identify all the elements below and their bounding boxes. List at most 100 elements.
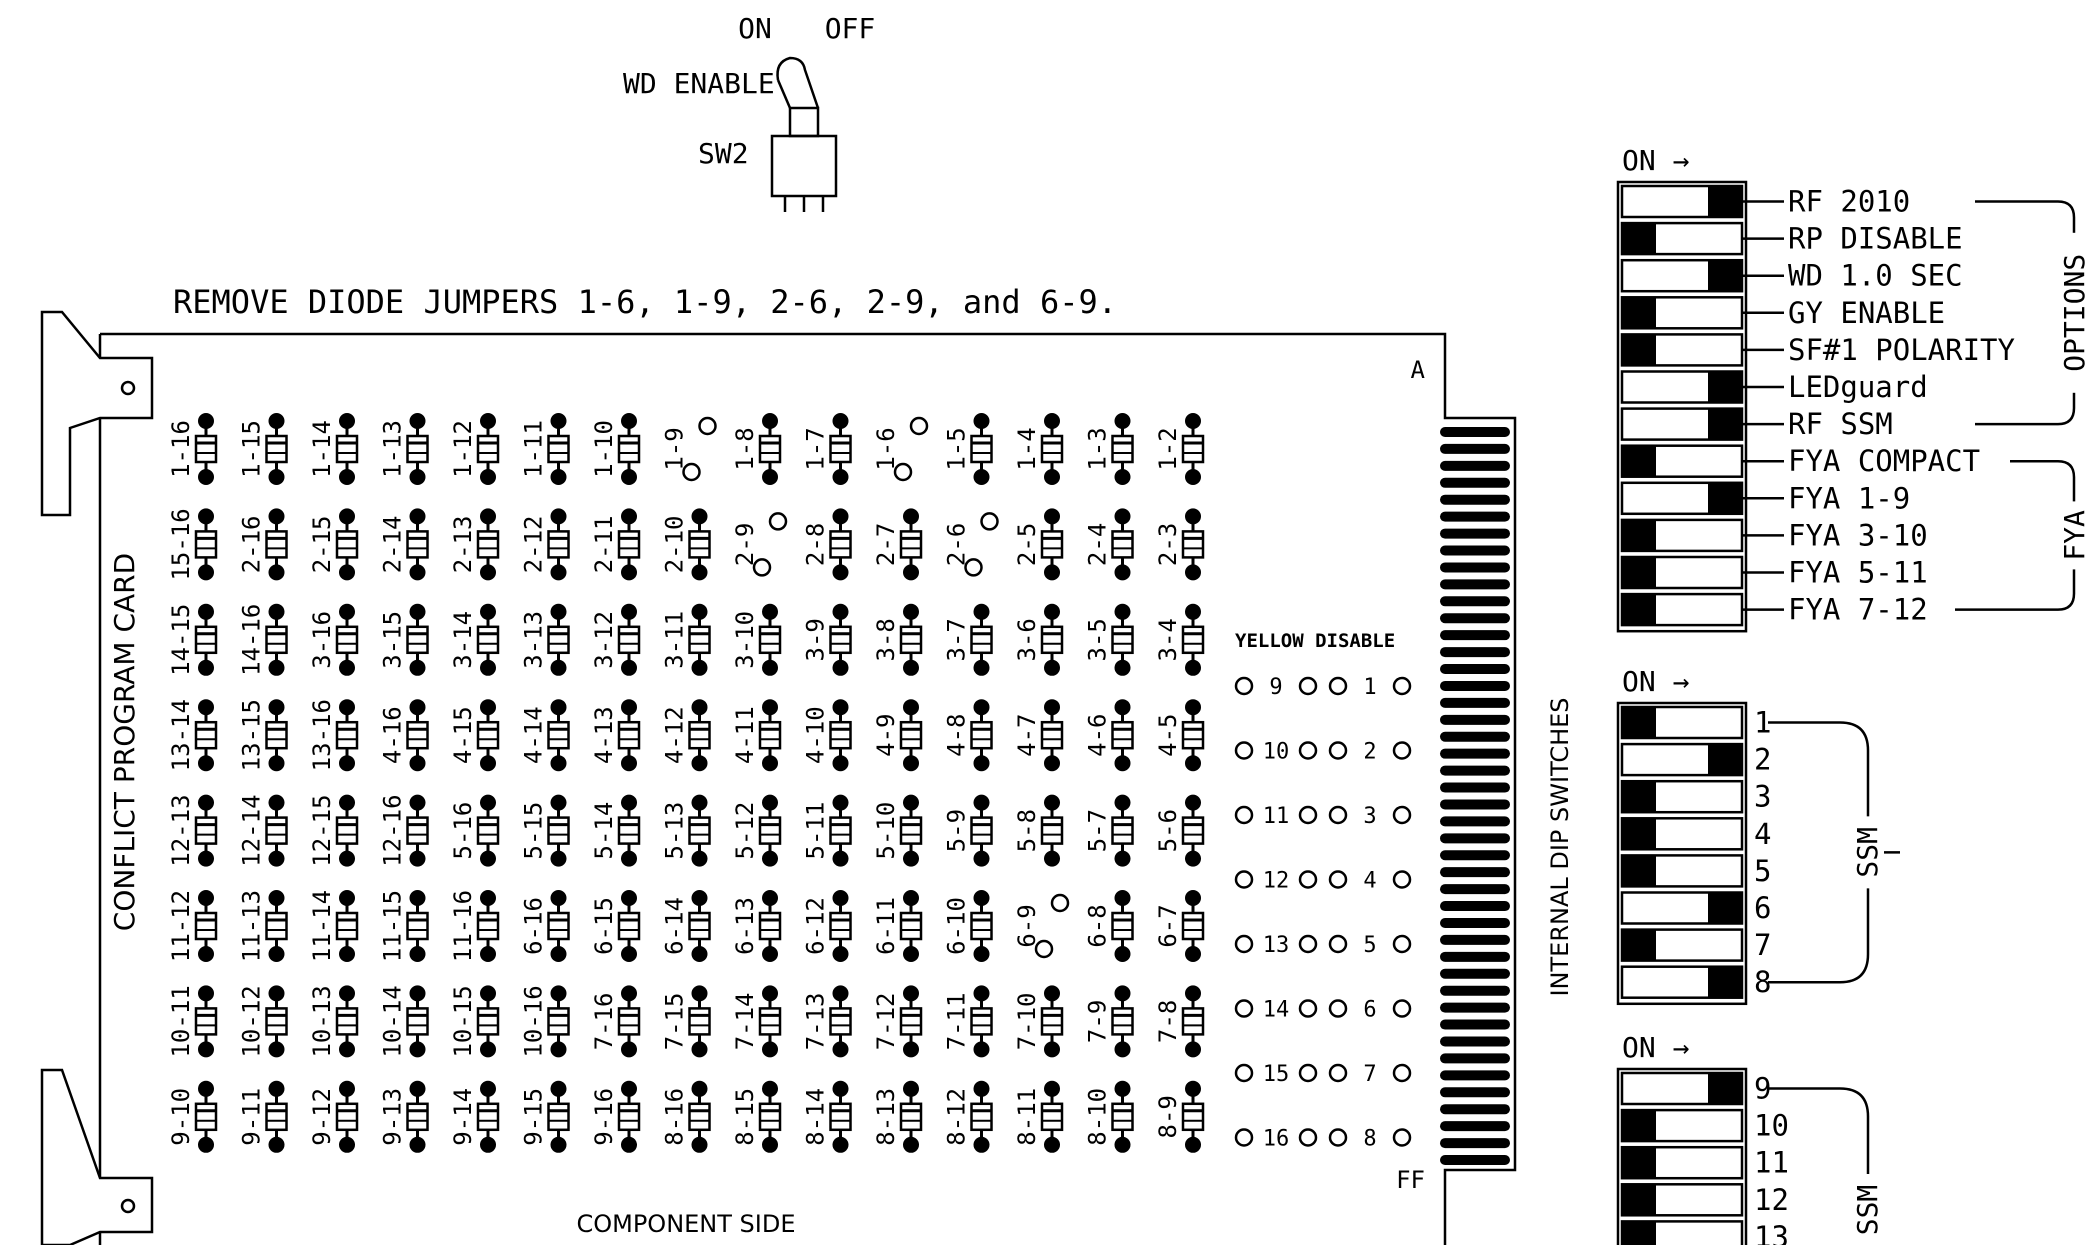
pad — [691, 946, 708, 962]
edge-finger — [1440, 985, 1510, 996]
diode-body — [1111, 816, 1134, 845]
jumper-label: 3-6 — [1013, 618, 1041, 661]
jumper-label: 4-15 — [449, 706, 477, 764]
pad — [621, 946, 637, 962]
jumper-label: 5-8 — [1013, 809, 1041, 852]
jumper-label: 2-13 — [449, 516, 477, 574]
dip-switch[interactable]: 4 — [1620, 817, 1771, 851]
diode-jumper: 5-9 — [943, 794, 993, 867]
pad — [1185, 508, 1201, 525]
yellow-pad — [1234, 999, 1254, 1018]
pad — [409, 946, 426, 962]
jumper-label: 8-9 — [1154, 1095, 1182, 1138]
jumper-label: 1-14 — [308, 420, 336, 478]
diode-jumper: 1-9 — [661, 416, 717, 482]
pad — [198, 564, 214, 581]
pad — [973, 1080, 990, 1097]
yellow-pad — [1298, 676, 1318, 696]
diode-jumper: 5-6 — [1154, 794, 1205, 867]
dip-switch[interactable]: 7 — [1620, 928, 1771, 962]
edge-finger — [1440, 680, 1510, 691]
diode-body — [970, 816, 993, 845]
dip-switch[interactable]: 12 — [1620, 1183, 1789, 1217]
diode-jumper: 2-5 — [1013, 508, 1064, 581]
pad — [268, 564, 285, 581]
dip-switch[interactable]: 3 — [1620, 780, 1771, 814]
dip-switch[interactable]: WD 1.0 SEC — [1620, 259, 1963, 293]
pad — [1044, 755, 1060, 772]
dip-switch-label: 5 — [1754, 854, 1771, 888]
dip-switch[interactable]: FYA 5-11 — [1620, 556, 1928, 590]
diode-body — [688, 530, 711, 559]
pad — [1114, 794, 1131, 811]
yellow-disable-row: 14 6 — [1234, 998, 1412, 1023]
jumper-label: 9-12 — [308, 1088, 336, 1146]
dip-switch[interactable]: 6 — [1620, 891, 1771, 925]
diode-jumper: 7-12 — [872, 985, 923, 1058]
dip-switch[interactable]: FYA 1-9 — [1620, 481, 1910, 515]
dip-switch[interactable]: RF SSM — [1620, 407, 1893, 441]
jumper-label: 13-15 — [238, 699, 266, 771]
yellow-phase-label: 16 — [1263, 1127, 1290, 1152]
yellow-pad — [1298, 934, 1318, 954]
pad — [762, 794, 778, 811]
dip-switch[interactable]: RF 2010 — [1620, 185, 1910, 219]
dip-switch[interactable]: 8 — [1620, 965, 1771, 999]
diode-jumper: 4-13 — [590, 699, 641, 772]
pad — [1185, 985, 1201, 1002]
diode-jumper: 6-9 — [1013, 893, 1070, 959]
pad — [903, 946, 919, 962]
dip-switch[interactable]: SF#1 POLARITY — [1620, 333, 2015, 367]
yellow-disable-row: 12 4 — [1234, 869, 1412, 894]
diode-body — [194, 1102, 218, 1132]
dip-switch[interactable]: 11 — [1620, 1146, 1789, 1180]
dip-switch[interactable]: FYA 3-10 — [1620, 518, 1928, 552]
diode-jumper: 7-14 — [731, 985, 782, 1058]
diode-jumper: 12-13 — [167, 794, 218, 867]
pad — [339, 564, 355, 581]
diode-jumper: 10-14 — [379, 985, 429, 1058]
dip-switch[interactable]: 1 — [1620, 706, 1771, 740]
dip-switch[interactable]: 9 — [1620, 1072, 1771, 1106]
diode-jumper: 1-12 — [449, 413, 500, 485]
diode-jumper: 11-16 — [449, 890, 500, 962]
pad — [691, 603, 708, 620]
diode-body — [829, 1102, 852, 1132]
diode-body — [970, 1102, 993, 1132]
pad — [550, 603, 567, 620]
dip-switch[interactable]: 10 — [1620, 1109, 1789, 1143]
pad — [1044, 469, 1060, 485]
diode-jumper: 9-11 — [238, 1080, 288, 1153]
dip-switch[interactable]: GY ENABLE — [1620, 296, 1945, 330]
pad — [1114, 659, 1131, 676]
pad — [1114, 469, 1131, 485]
jumper-label: 1-11 — [520, 420, 548, 478]
dip-switch[interactable]: RP DISABLE — [1620, 222, 1963, 256]
diode-body — [194, 911, 218, 941]
diode-body — [547, 530, 570, 559]
diode-jumper: 6-15 — [590, 890, 641, 962]
dip-switch-label: 4 — [1754, 817, 1771, 851]
edge-connector — [1440, 427, 1510, 1165]
diode-jumper: 10-15 — [449, 985, 500, 1058]
dip-switch[interactable]: 13 — [1620, 1220, 1789, 1245]
diode-jumper: 8-15 — [731, 1080, 782, 1153]
jumper-label: 12-15 — [308, 794, 336, 866]
pad — [1044, 794, 1060, 811]
dip-switch[interactable]: FYA COMPACT — [1620, 444, 1980, 478]
pad — [268, 946, 285, 962]
pad — [480, 794, 496, 811]
dip-switch[interactable]: FYA 7-12 — [1620, 593, 1928, 627]
dip-knob-on — [1708, 1073, 1742, 1104]
edge-finger — [1440, 545, 1510, 556]
dip-switch[interactable]: LEDguard — [1620, 370, 1928, 404]
dip-switch[interactable]: 5 — [1620, 854, 1771, 888]
pad — [268, 413, 285, 429]
pad — [1185, 699, 1201, 716]
dip-switch[interactable]: 2 — [1620, 743, 1771, 777]
edge-finger — [1440, 477, 1510, 488]
pad — [762, 850, 778, 867]
edge-finger — [1440, 833, 1510, 844]
diode-jumper: 12-15 — [308, 794, 359, 867]
